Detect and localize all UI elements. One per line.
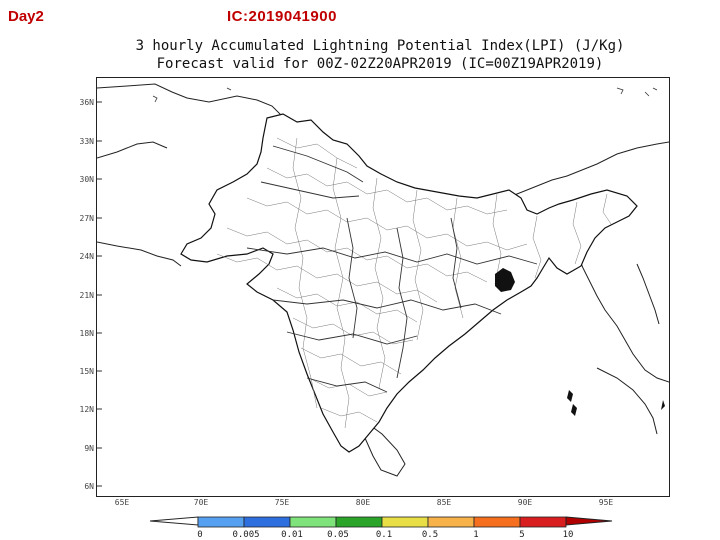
lat-label: 33N (79, 137, 94, 146)
colorbar-segment (427, 516, 475, 528)
lat-label: 6N (84, 482, 94, 491)
colorbar-label: 0.005 (232, 530, 260, 540)
colorbar-label: 10 (562, 530, 574, 540)
colorbar-label: 0 (197, 530, 203, 540)
india-outline (180, 113, 638, 453)
lon-label: 85E (436, 498, 452, 507)
map-title-line-1: 3 hourly Accumulated Lightning Potential… (135, 38, 625, 54)
colorbar-segment (197, 516, 245, 528)
colorbar-segment (473, 516, 521, 528)
colorbar-segment (381, 516, 429, 528)
lat-label: 30N (79, 175, 94, 184)
colorbar (150, 516, 613, 528)
colorbar-label: 5 (519, 530, 525, 540)
andaman-islands (567, 390, 665, 416)
colorbar-label: 0.05 (327, 530, 349, 540)
lat-label: 21N (79, 291, 94, 300)
lat-label: 18N (79, 329, 94, 338)
coastline (97, 83, 669, 477)
lat-label: 12N (79, 405, 94, 414)
colorbar-segment (519, 516, 567, 528)
colorbar-label: 1 (473, 530, 479, 540)
islands (152, 87, 658, 103)
lon-label: 65E (114, 498, 130, 507)
colorbar-segment (335, 516, 383, 528)
colorbar-left-arrow (150, 516, 199, 526)
map-panel (96, 77, 670, 497)
bangladesh-shading (495, 268, 515, 292)
colorbar-label: 0.1 (375, 530, 393, 540)
lon-label: 80E (355, 498, 371, 507)
lat-ticks (97, 101, 102, 487)
lat-label: 9N (84, 444, 94, 453)
lat-label: 27N (79, 214, 94, 223)
lat-label: 15N (79, 367, 94, 376)
colorbar-right-arrow (565, 516, 613, 526)
lon-label: 70E (193, 498, 209, 507)
map-title-line-2: Forecast valid for 00Z-02Z20APR2019 (IC=… (156, 56, 604, 72)
lat-label: 24N (79, 252, 94, 261)
colorbar-segment (289, 516, 337, 528)
district-boundaries (216, 137, 612, 429)
colorbar-segment (243, 516, 291, 528)
state-boundaries (246, 145, 538, 393)
initial-condition-label: IC:2019041900 (227, 8, 337, 25)
day-label: Day2 (8, 8, 44, 25)
lon-label: 95E (598, 498, 614, 507)
lat-label: 36N (79, 98, 94, 107)
india-map (97, 83, 669, 487)
lon-label: 90E (517, 498, 533, 507)
colorbar-label: 0.01 (281, 530, 303, 540)
lon-label: 75E (274, 498, 290, 507)
colorbar-label: 0.5 (421, 530, 439, 540)
